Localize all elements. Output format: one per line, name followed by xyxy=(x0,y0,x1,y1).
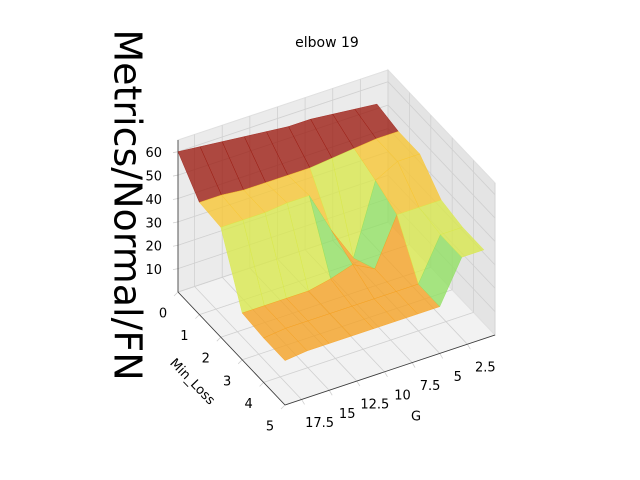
tick-mark xyxy=(259,382,264,387)
grid-line xyxy=(387,104,496,219)
x-tick-label: 4 xyxy=(244,397,252,412)
tick-mark xyxy=(280,404,286,410)
y-tick-label: 12.5 xyxy=(360,398,389,413)
chart-title: elbow 19 xyxy=(295,35,359,51)
tick-mark xyxy=(172,174,179,177)
y-tick-label: 10 xyxy=(394,388,411,403)
tick-mark xyxy=(237,359,243,365)
y-tick-label: 15 xyxy=(339,407,356,422)
z-tick-label: 30 xyxy=(145,216,162,231)
grid-line xyxy=(263,312,474,383)
tick-mark xyxy=(172,151,179,154)
tick-mark xyxy=(172,268,179,271)
z-tick-label: 60 xyxy=(145,146,162,161)
x-axis-label: Min_Loss xyxy=(166,356,217,408)
tick-mark xyxy=(172,198,179,200)
tick-mark xyxy=(216,336,222,342)
surface-face xyxy=(440,226,485,258)
y-tick-label: 17.5 xyxy=(305,416,334,431)
tick-mark xyxy=(467,344,471,350)
tick-mark xyxy=(411,362,416,368)
z-axis-label: Metrics/Normal/FN xyxy=(106,29,150,380)
z-tick-label: 40 xyxy=(145,193,162,208)
x-tick-label: 2 xyxy=(202,352,210,367)
tick-mark xyxy=(301,399,305,405)
grid-line xyxy=(194,286,302,400)
tick-mark xyxy=(195,314,200,319)
y-tick-label: 2.5 xyxy=(475,361,496,376)
grid-line xyxy=(387,81,496,195)
y-tick-label: 5 xyxy=(454,370,462,385)
tick-mark xyxy=(172,244,179,247)
grid-line xyxy=(177,81,389,153)
tick-mark xyxy=(328,390,333,396)
axis-line xyxy=(177,291,286,406)
x-tick-label: 1 xyxy=(180,329,188,344)
tick-mark xyxy=(173,291,179,297)
axis-line xyxy=(284,334,496,406)
x-tick-label: 0 xyxy=(159,307,167,322)
x-tick-label: 3 xyxy=(223,374,231,389)
x-tick-label: 5 xyxy=(266,420,274,435)
tick-mark xyxy=(172,221,179,224)
z-tick-label: 20 xyxy=(145,240,162,255)
y-tick-label: 7.5 xyxy=(420,379,441,394)
tick-mark xyxy=(356,380,361,387)
z-tick-label: 50 xyxy=(145,170,162,185)
tick-mark xyxy=(439,353,444,359)
y-axis-label: G xyxy=(411,410,421,425)
tick-mark xyxy=(384,371,388,378)
z-tick-label: 10 xyxy=(145,263,162,278)
